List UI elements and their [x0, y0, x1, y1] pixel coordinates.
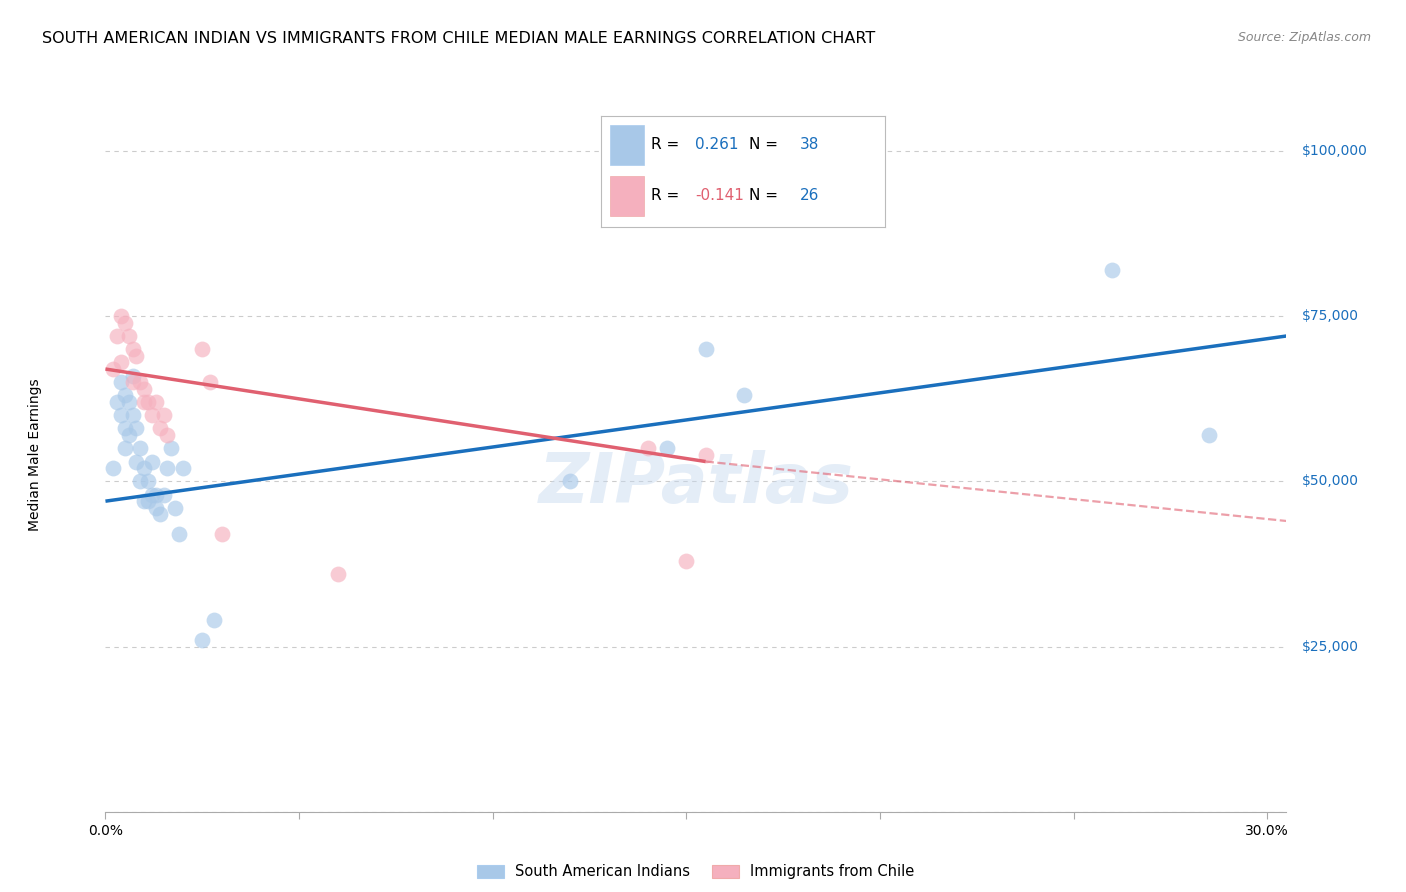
Point — [160, 442, 183, 456]
Text: -0.141: -0.141 — [695, 188, 744, 203]
Point — [129, 442, 152, 456]
Point — [121, 376, 143, 390]
Point — [637, 442, 659, 456]
Text: $25,000: $25,000 — [1302, 640, 1360, 654]
Point — [1101, 263, 1123, 277]
Point — [134, 494, 156, 508]
Point — [125, 454, 148, 468]
Point — [149, 508, 172, 522]
Point — [134, 461, 156, 475]
Point — [145, 487, 167, 501]
Point — [110, 309, 132, 323]
Text: $50,000: $50,000 — [1302, 475, 1360, 488]
Point — [202, 613, 225, 627]
Point — [134, 382, 156, 396]
Point — [156, 428, 179, 442]
Point — [1198, 428, 1220, 442]
Text: 38: 38 — [800, 137, 820, 153]
Point — [129, 475, 152, 489]
Point — [141, 454, 163, 468]
Point — [103, 362, 125, 376]
Point — [105, 329, 128, 343]
Point — [145, 500, 167, 515]
Point — [110, 409, 132, 423]
Point — [156, 461, 179, 475]
Text: 0.261: 0.261 — [695, 137, 738, 153]
Point — [114, 442, 136, 456]
Text: Source: ZipAtlas.com: Source: ZipAtlas.com — [1237, 31, 1371, 45]
Point — [145, 395, 167, 409]
Point — [655, 442, 678, 456]
Point — [118, 395, 141, 409]
Point — [191, 342, 214, 356]
Point — [125, 349, 148, 363]
Text: N =: N = — [749, 188, 783, 203]
Point — [165, 500, 187, 515]
Point — [110, 376, 132, 390]
FancyBboxPatch shape — [610, 176, 644, 216]
Point — [152, 409, 174, 423]
Point — [141, 409, 163, 423]
Text: R =: R = — [651, 188, 685, 203]
Point — [134, 395, 156, 409]
Point — [152, 487, 174, 501]
Point — [191, 632, 214, 647]
Point — [114, 388, 136, 402]
Point — [114, 421, 136, 435]
Point — [118, 329, 141, 343]
Point — [105, 395, 128, 409]
Point — [121, 368, 143, 383]
Text: $75,000: $75,000 — [1302, 310, 1360, 323]
Point — [172, 461, 194, 475]
Text: ZIPatlas: ZIPatlas — [538, 450, 853, 517]
Text: Median Male Earnings: Median Male Earnings — [28, 378, 42, 532]
Point — [695, 342, 717, 356]
Point — [118, 428, 141, 442]
Text: SOUTH AMERICAN INDIAN VS IMMIGRANTS FROM CHILE MEDIAN MALE EARNINGS CORRELATION : SOUTH AMERICAN INDIAN VS IMMIGRANTS FROM… — [42, 31, 876, 46]
Point — [125, 421, 148, 435]
Point — [114, 316, 136, 330]
Point — [167, 527, 190, 541]
Point — [733, 388, 755, 402]
Text: R =: R = — [651, 137, 685, 153]
Point — [110, 355, 132, 369]
Text: N =: N = — [749, 137, 783, 153]
Point — [136, 475, 159, 489]
Point — [141, 487, 163, 501]
Point — [136, 395, 159, 409]
Point — [695, 448, 717, 462]
Point — [103, 461, 125, 475]
Point — [149, 421, 172, 435]
Point — [211, 527, 233, 541]
Legend: South American Indians, Immigrants from Chile: South American Indians, Immigrants from … — [470, 857, 922, 887]
Text: 26: 26 — [800, 188, 820, 203]
Text: $100,000: $100,000 — [1302, 144, 1368, 158]
Point — [792, 197, 814, 211]
Point — [558, 475, 581, 489]
Point — [675, 554, 697, 568]
Point — [136, 494, 159, 508]
Point — [121, 409, 143, 423]
Point — [121, 342, 143, 356]
FancyBboxPatch shape — [610, 125, 644, 165]
Point — [129, 376, 152, 390]
Point — [198, 376, 221, 390]
Point — [326, 566, 349, 581]
